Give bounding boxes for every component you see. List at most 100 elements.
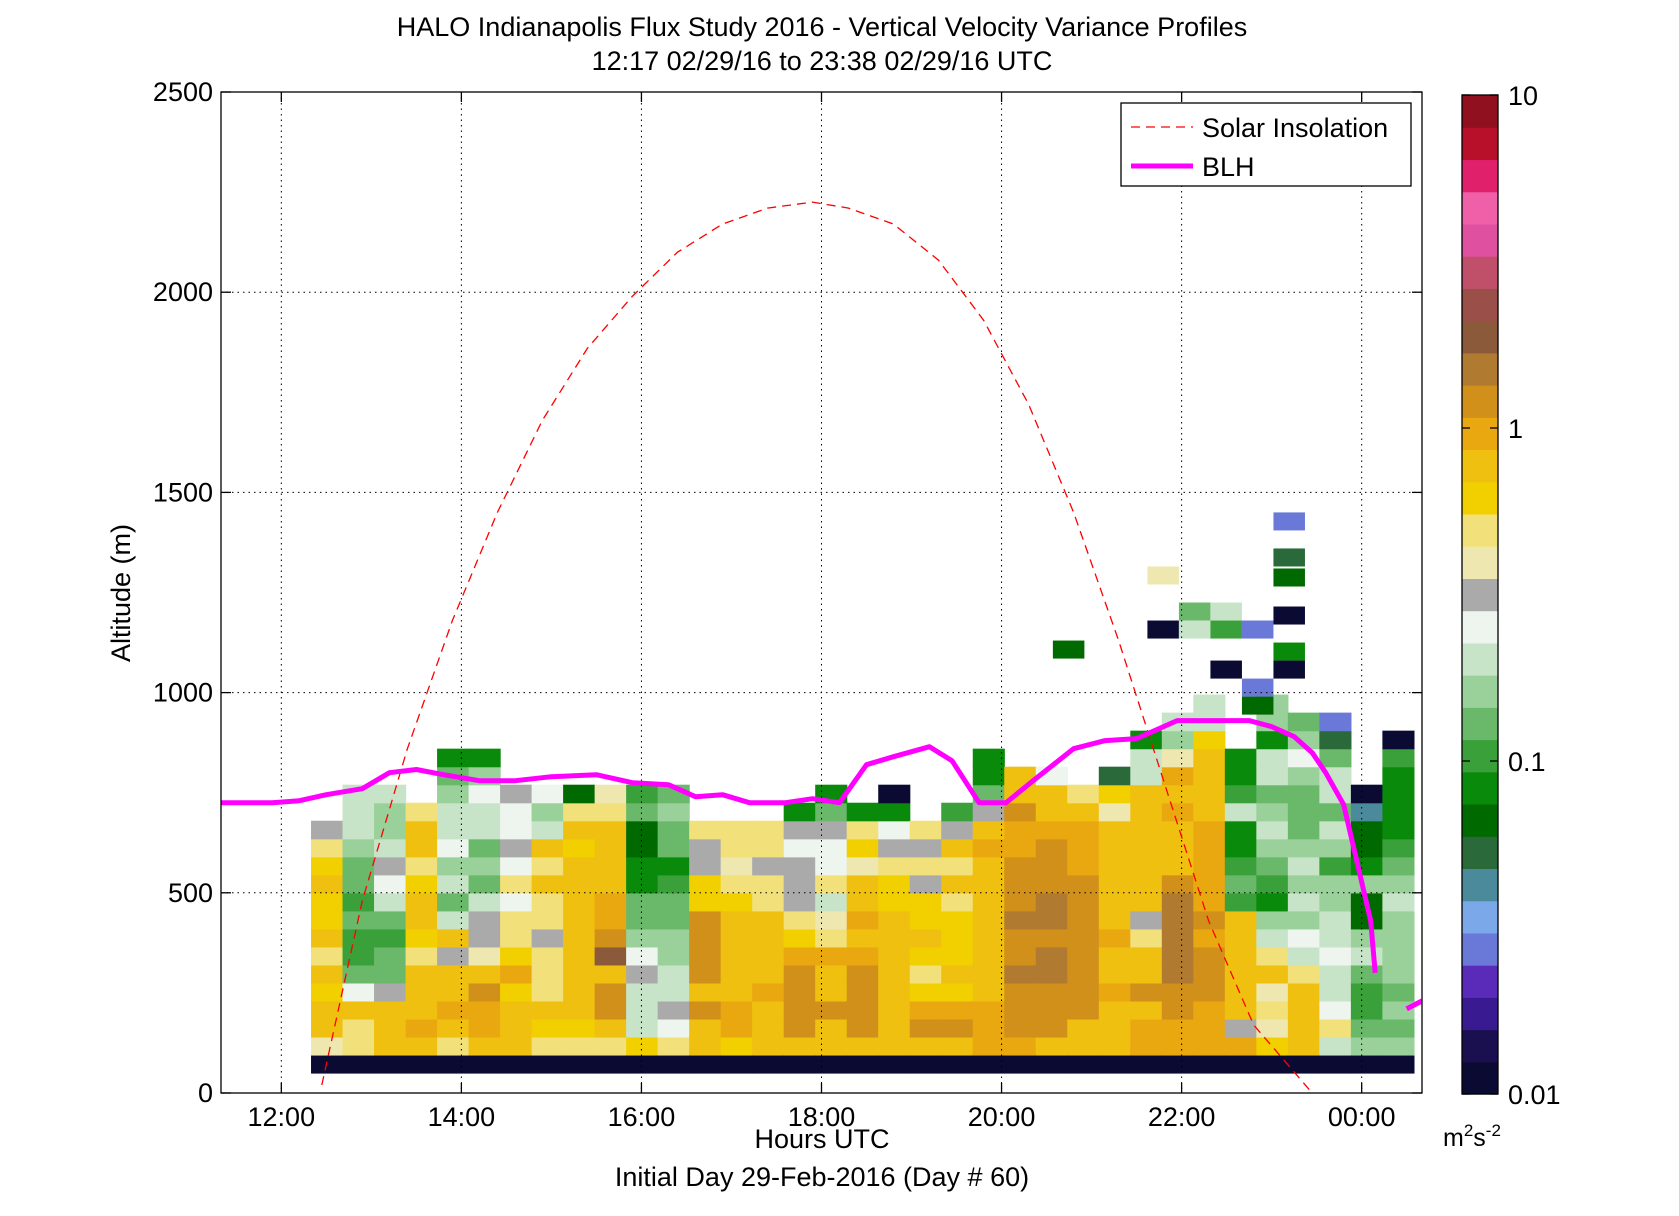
heatmap-cell <box>815 1000 848 1020</box>
heatmap-cell <box>1287 892 1320 912</box>
heatmap-cell <box>1067 874 1100 894</box>
heatmap-cell <box>1350 1000 1383 1020</box>
heatmap-cell <box>563 1054 596 1074</box>
heatmap-cell <box>374 1000 407 1020</box>
colorbar-swatch <box>1462 385 1498 418</box>
heatmap-cell <box>1098 1018 1131 1038</box>
heatmap-cell <box>1130 856 1163 876</box>
heatmap-cell <box>531 1018 564 1038</box>
y-tick-label: 500 <box>168 878 213 908</box>
heatmap-cell <box>342 892 375 912</box>
heatmap-cell <box>1256 982 1289 1002</box>
heatmap-cell <box>657 820 690 840</box>
legend-blh-label: BLH <box>1202 152 1255 182</box>
heatmap-cell <box>752 874 785 894</box>
heatmap-cell <box>878 1018 911 1038</box>
heatmap-cell <box>1098 784 1131 804</box>
heatmap-cell <box>689 1000 722 1020</box>
heatmap-cell <box>783 964 816 984</box>
heatmap-cell <box>1004 910 1037 930</box>
heatmap-cell <box>1210 602 1242 621</box>
heatmap-cell <box>689 964 722 984</box>
heatmap-cell <box>941 856 974 876</box>
heatmap-cell <box>720 928 753 948</box>
heatmap-cell <box>1161 856 1194 876</box>
heatmap-cell <box>1224 1018 1257 1038</box>
heatmap-cell <box>374 982 407 1002</box>
heatmap-cell <box>1224 1000 1257 1020</box>
legend-box <box>1120 102 1412 187</box>
heatmap-cell <box>783 802 816 822</box>
heatmap-cell <box>846 874 879 894</box>
heatmap-cell <box>1161 766 1194 786</box>
heatmap-cell <box>500 910 533 930</box>
heatmap-cell <box>720 892 753 912</box>
heatmap-cell <box>1210 660 1242 679</box>
heatmap-cell <box>1241 678 1274 697</box>
heatmap-cell <box>437 964 470 984</box>
heatmap-cell <box>878 928 911 948</box>
heatmap-cell <box>1004 946 1037 966</box>
heatmap-cell <box>1130 1000 1163 1020</box>
heatmap-cell <box>846 820 879 840</box>
colorbar-tick-label: 0.01 <box>1508 1080 1561 1110</box>
heatmap-cell <box>531 856 564 876</box>
heatmap-cell <box>941 838 974 858</box>
heatmap-cell <box>374 928 407 948</box>
heatmap-cell <box>342 856 375 876</box>
heatmap-cell <box>437 1054 470 1074</box>
heatmap-cell <box>1241 696 1274 715</box>
heatmap-cell <box>783 928 816 948</box>
heatmap-cell <box>626 982 659 1002</box>
heatmap-cell <box>846 1036 879 1056</box>
heatmap-cell <box>1193 802 1226 822</box>
heatmap-cell <box>1035 838 1068 858</box>
heatmap-cell <box>1130 820 1163 840</box>
heatmap-cell <box>1256 928 1289 948</box>
heatmap-cell <box>437 874 470 894</box>
heatmap-cell <box>1130 892 1163 912</box>
heatmap-cell <box>752 964 785 984</box>
heatmap-cell <box>752 820 785 840</box>
heatmap-cell <box>563 856 596 876</box>
heatmap-cell <box>311 910 344 930</box>
x-tick-label: 22:00 <box>1148 1102 1216 1132</box>
heatmap-cell <box>1256 784 1289 804</box>
heatmap-cell <box>1193 856 1226 876</box>
heatmap-cell <box>1193 1018 1226 1038</box>
heatmap-cell <box>1130 964 1163 984</box>
heatmap-cell <box>1193 964 1226 984</box>
x-tick-label: 12:00 <box>248 1102 316 1132</box>
heatmap-cell <box>500 892 533 912</box>
heatmap-cell <box>783 1000 816 1020</box>
heatmap-cell <box>1256 892 1289 912</box>
variance-heatmap <box>311 512 1415 1074</box>
heatmap-cell <box>1319 712 1352 732</box>
heatmap-cell <box>815 928 848 948</box>
heatmap-cell <box>1193 694 1226 714</box>
heatmap-cell <box>594 1054 627 1074</box>
colorbar-swatch <box>1462 836 1498 870</box>
heatmap-cell <box>311 1000 344 1020</box>
heatmap-cell <box>468 856 501 876</box>
heatmap-cell <box>752 856 785 876</box>
heatmap-cell <box>626 892 659 912</box>
heatmap-cell <box>1382 892 1415 912</box>
heatmap-cell <box>531 910 564 930</box>
colorbar-swatch <box>1462 127 1498 161</box>
heatmap-cell <box>846 856 879 876</box>
heatmap-cell <box>1319 964 1352 984</box>
heatmap-cell <box>1224 748 1257 768</box>
heatmap-cell <box>972 964 1005 984</box>
colorbar-unit-m: m <box>1443 1124 1464 1152</box>
heatmap-cell <box>1067 838 1100 858</box>
colorbar-unit-sup2: -2 <box>1486 1121 1501 1140</box>
heatmap-cell <box>500 820 533 840</box>
heatmap-cell <box>846 910 879 930</box>
heatmap-cell <box>941 1018 974 1038</box>
heatmap-cell <box>720 1018 753 1038</box>
chart-title: HALO Indianapolis Flux Study 2016 - Vert… <box>397 12 1247 42</box>
heatmap-cell <box>1193 892 1226 912</box>
heatmap-cell <box>972 1036 1005 1056</box>
heatmap-cell <box>563 784 596 804</box>
